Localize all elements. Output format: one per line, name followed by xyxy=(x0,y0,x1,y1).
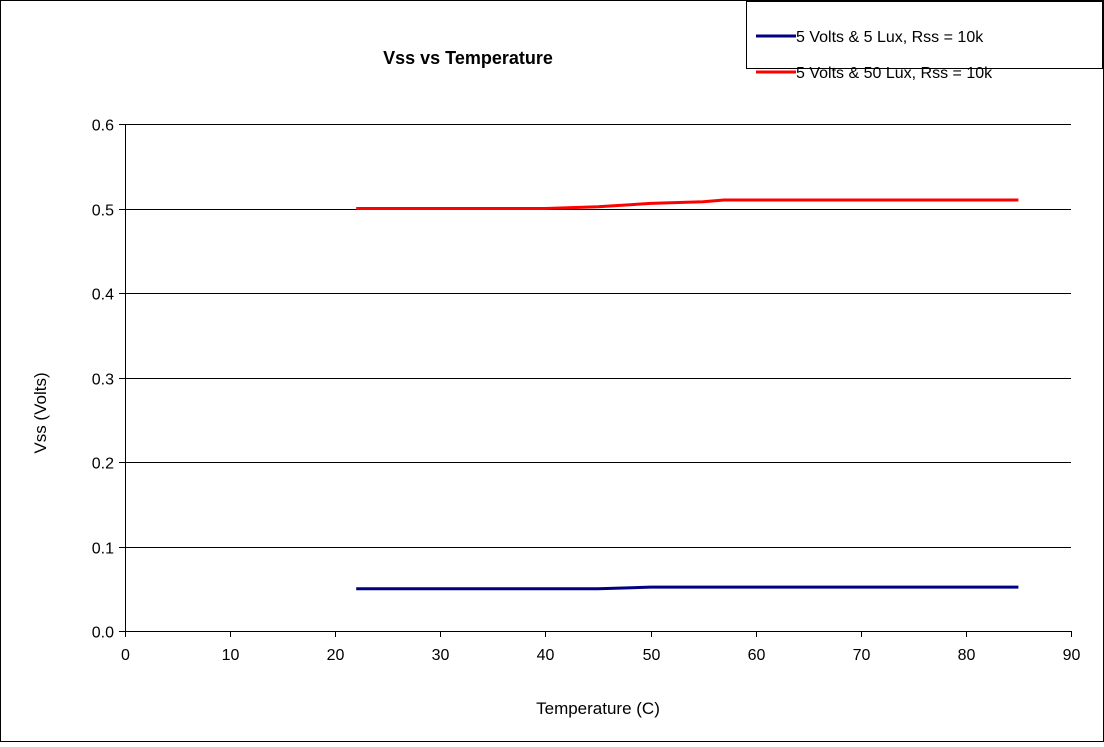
y-tick-label-2: 0.2 xyxy=(92,456,114,473)
x-tick-label-0: 0 xyxy=(121,647,130,664)
y-tick-labels: 0.0 0.1 0.2 0.3 0.4 0.5 0.6 xyxy=(92,118,114,642)
x-tick-labels: 0 10 20 30 40 50 60 70 80 90 xyxy=(121,647,1080,664)
y-tick-label-1: 0.1 xyxy=(92,541,114,558)
x-tick-label-4: 40 xyxy=(537,647,555,664)
chart-title: Vss vs Temperature xyxy=(383,48,553,68)
y-tick-label-6: 0.6 xyxy=(92,118,114,135)
y-axis-title: Vss (Volts) xyxy=(31,372,50,453)
x-axis-title: Temperature (C) xyxy=(536,699,660,718)
legend-label-series-1: 5 Volts & 50 Lux, Rss = 10k xyxy=(796,65,993,82)
legend-label-series-0: 5 Volts & 5 Lux, Rss = 10k xyxy=(796,29,984,46)
legend: 5 Volts & 5 Lux, Rss = 10k 5 Volts & 50 … xyxy=(746,1,1103,82)
x-tick-label-7: 70 xyxy=(853,647,871,664)
y-tick-label-4: 0.4 xyxy=(92,287,114,304)
y-tick-label-0: 0.0 xyxy=(92,625,114,642)
x-tick-label-2: 20 xyxy=(327,647,345,664)
x-tick-label-8: 80 xyxy=(958,647,976,664)
x-tick-label-5: 50 xyxy=(643,647,661,664)
x-tick-label-1: 10 xyxy=(222,647,240,664)
x-tick-label-6: 60 xyxy=(748,647,766,664)
series-line-0 xyxy=(356,585,1019,591)
y-tick-label-5: 0.5 xyxy=(92,203,114,220)
series-line-1 xyxy=(356,198,1019,210)
legend-box xyxy=(746,1,1103,69)
series-lines xyxy=(356,198,1019,591)
grid-lines xyxy=(125,124,1071,548)
x-tick-label-3: 30 xyxy=(432,647,450,664)
x-tick-label-9: 90 xyxy=(1063,647,1081,664)
axes xyxy=(119,124,1072,637)
y-tick-label-3: 0.3 xyxy=(92,372,114,389)
